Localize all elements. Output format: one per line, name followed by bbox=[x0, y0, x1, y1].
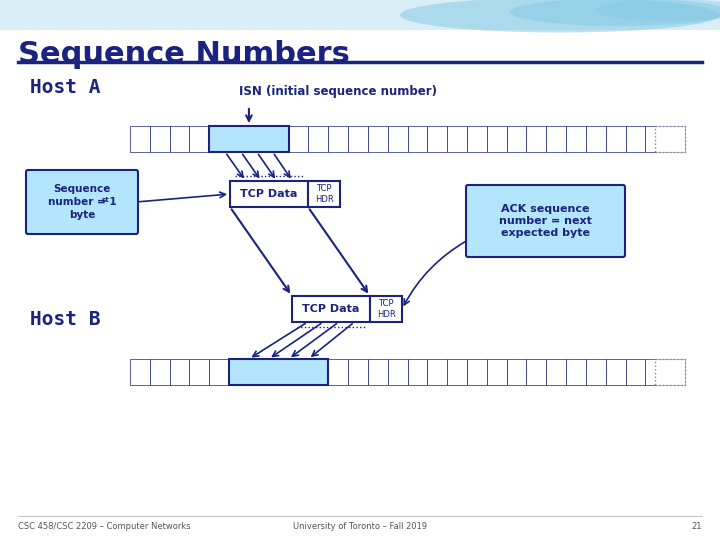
Bar bbox=[229, 359, 328, 385]
Text: TCP
HDR: TCP HDR bbox=[377, 299, 395, 319]
FancyBboxPatch shape bbox=[466, 185, 625, 257]
Text: 21: 21 bbox=[691, 522, 702, 531]
Bar bbox=[507, 126, 526, 152]
Text: TCP Data: TCP Data bbox=[302, 304, 360, 314]
Bar bbox=[586, 126, 606, 152]
Bar bbox=[150, 359, 170, 385]
Bar bbox=[370, 296, 402, 322]
Bar bbox=[408, 359, 428, 385]
Bar bbox=[387, 126, 408, 152]
Bar bbox=[229, 126, 249, 152]
Bar bbox=[487, 126, 507, 152]
Bar bbox=[428, 126, 447, 152]
Text: byte: byte bbox=[69, 210, 95, 220]
FancyBboxPatch shape bbox=[26, 170, 138, 234]
Bar bbox=[546, 359, 566, 385]
Bar bbox=[189, 126, 210, 152]
Bar bbox=[289, 126, 308, 152]
Text: Sequence Numbers: Sequence Numbers bbox=[18, 40, 350, 69]
Text: TCP Data: TCP Data bbox=[240, 189, 297, 199]
Bar bbox=[210, 126, 289, 152]
Text: CSC 458/CSC 2209 – Computer Networks: CSC 458/CSC 2209 – Computer Networks bbox=[18, 522, 191, 531]
Bar bbox=[626, 359, 645, 385]
Bar bbox=[269, 359, 289, 385]
Text: Sequence: Sequence bbox=[53, 184, 111, 194]
Bar bbox=[210, 359, 229, 385]
Bar bbox=[447, 126, 467, 152]
Bar bbox=[170, 359, 189, 385]
Bar bbox=[566, 126, 586, 152]
Bar bbox=[0, 0, 720, 30]
Bar bbox=[308, 126, 328, 152]
Bar bbox=[328, 359, 348, 385]
Text: st: st bbox=[102, 197, 109, 202]
Bar bbox=[447, 359, 467, 385]
Bar bbox=[308, 359, 328, 385]
Bar bbox=[348, 126, 368, 152]
Bar bbox=[170, 126, 189, 152]
Bar bbox=[308, 181, 340, 207]
Bar bbox=[566, 359, 586, 385]
Text: Host A: Host A bbox=[30, 78, 101, 97]
Text: Host B: Host B bbox=[30, 310, 101, 329]
Bar bbox=[655, 359, 685, 385]
Text: ACK sequence
number = next
expected byte: ACK sequence number = next expected byte bbox=[499, 205, 592, 238]
Bar bbox=[655, 126, 685, 152]
Bar bbox=[387, 359, 408, 385]
Text: ISN (initial sequence number): ISN (initial sequence number) bbox=[239, 85, 437, 98]
Bar bbox=[487, 359, 507, 385]
Bar bbox=[467, 126, 487, 152]
Bar bbox=[130, 126, 150, 152]
Bar bbox=[348, 359, 368, 385]
Text: University of Toronto – Fall 2019: University of Toronto – Fall 2019 bbox=[293, 522, 427, 531]
Bar bbox=[626, 126, 645, 152]
Bar bbox=[289, 359, 308, 385]
Text: TCP
HDR: TCP HDR bbox=[315, 184, 333, 204]
Bar bbox=[150, 126, 170, 152]
Bar bbox=[269, 126, 289, 152]
Bar bbox=[645, 126, 665, 152]
Bar bbox=[546, 126, 566, 152]
Bar bbox=[230, 181, 308, 207]
Bar bbox=[586, 359, 606, 385]
Bar bbox=[249, 126, 269, 152]
Bar bbox=[526, 359, 546, 385]
Bar bbox=[526, 126, 546, 152]
Ellipse shape bbox=[400, 0, 720, 32]
Bar bbox=[606, 126, 626, 152]
Bar bbox=[368, 359, 387, 385]
Bar bbox=[229, 359, 249, 385]
Bar bbox=[467, 359, 487, 385]
Bar bbox=[210, 126, 229, 152]
Bar bbox=[130, 359, 150, 385]
Bar bbox=[428, 359, 447, 385]
Bar bbox=[408, 126, 428, 152]
Bar bbox=[645, 359, 665, 385]
Ellipse shape bbox=[510, 0, 720, 26]
Bar bbox=[328, 126, 348, 152]
Bar bbox=[665, 359, 685, 385]
Bar bbox=[189, 359, 210, 385]
Bar bbox=[368, 126, 387, 152]
Bar bbox=[292, 296, 370, 322]
Bar bbox=[249, 359, 269, 385]
Bar bbox=[507, 359, 526, 385]
Text: number = 1: number = 1 bbox=[48, 197, 117, 207]
Bar bbox=[665, 126, 685, 152]
Bar bbox=[606, 359, 626, 385]
Ellipse shape bbox=[595, 0, 720, 21]
